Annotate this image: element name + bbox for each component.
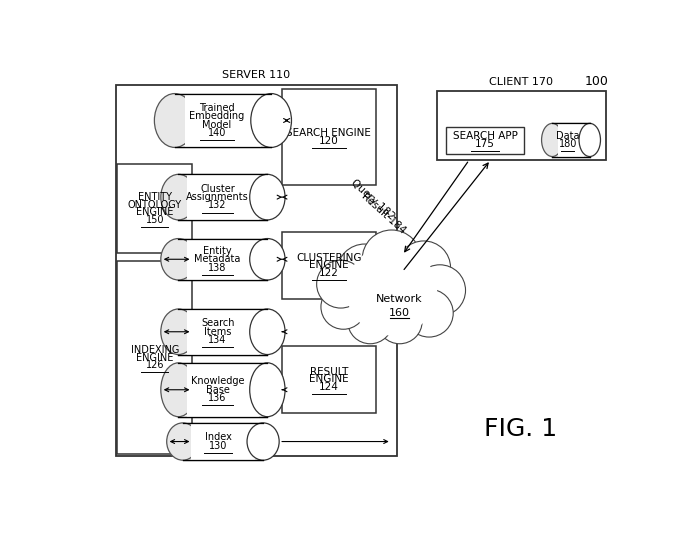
Ellipse shape xyxy=(316,260,365,308)
FancyBboxPatch shape xyxy=(116,85,397,456)
FancyBboxPatch shape xyxy=(552,123,589,157)
FancyBboxPatch shape xyxy=(282,89,376,185)
FancyBboxPatch shape xyxy=(282,346,376,413)
Text: ENGINE: ENGINE xyxy=(136,352,173,363)
Ellipse shape xyxy=(377,299,422,344)
Ellipse shape xyxy=(161,309,196,355)
Text: ENGINE: ENGINE xyxy=(136,207,173,217)
Ellipse shape xyxy=(414,265,466,316)
Text: Index: Index xyxy=(205,433,231,442)
Text: Result 184: Result 184 xyxy=(360,192,408,236)
FancyBboxPatch shape xyxy=(175,94,271,147)
Text: Trained: Trained xyxy=(199,103,235,113)
Text: 180: 180 xyxy=(558,139,577,149)
FancyBboxPatch shape xyxy=(191,423,255,460)
Text: CLUSTERING: CLUSTERING xyxy=(296,253,361,263)
FancyBboxPatch shape xyxy=(187,363,258,416)
Text: 140: 140 xyxy=(207,128,226,138)
Ellipse shape xyxy=(154,94,195,147)
FancyBboxPatch shape xyxy=(187,238,258,280)
Text: 122: 122 xyxy=(319,268,339,278)
Ellipse shape xyxy=(321,285,366,329)
Ellipse shape xyxy=(251,94,292,147)
Ellipse shape xyxy=(346,245,437,336)
Text: 124: 124 xyxy=(319,382,339,392)
FancyBboxPatch shape xyxy=(446,126,524,154)
Text: Cluster: Cluster xyxy=(200,184,235,194)
Ellipse shape xyxy=(348,299,392,344)
Text: ENGINE: ENGINE xyxy=(309,374,348,384)
Text: 150: 150 xyxy=(146,215,164,225)
FancyBboxPatch shape xyxy=(117,164,192,253)
Text: SEARCH ENGINE: SEARCH ENGINE xyxy=(286,129,371,138)
FancyBboxPatch shape xyxy=(178,363,267,416)
Text: 138: 138 xyxy=(209,263,227,273)
FancyBboxPatch shape xyxy=(178,238,267,280)
Ellipse shape xyxy=(249,363,285,416)
Text: 130: 130 xyxy=(209,441,227,451)
FancyBboxPatch shape xyxy=(178,174,267,220)
FancyBboxPatch shape xyxy=(178,309,267,355)
Text: 100: 100 xyxy=(585,75,609,88)
Text: Base: Base xyxy=(206,385,229,395)
Ellipse shape xyxy=(337,244,392,299)
Text: Query 182: Query 182 xyxy=(349,177,397,221)
Text: FIG. 1: FIG. 1 xyxy=(484,417,557,441)
Text: Entity: Entity xyxy=(203,246,232,256)
Ellipse shape xyxy=(249,238,285,280)
Ellipse shape xyxy=(161,363,196,416)
FancyBboxPatch shape xyxy=(558,123,585,157)
Ellipse shape xyxy=(249,309,285,355)
Text: 134: 134 xyxy=(209,335,227,345)
Ellipse shape xyxy=(161,174,196,220)
Ellipse shape xyxy=(542,123,563,157)
Text: ENTITY: ENTITY xyxy=(138,192,172,202)
Ellipse shape xyxy=(161,238,196,280)
Text: Model: Model xyxy=(202,119,231,130)
FancyBboxPatch shape xyxy=(437,91,606,160)
Text: Metadata: Metadata xyxy=(194,254,241,264)
Text: Knowledge: Knowledge xyxy=(191,377,245,386)
Ellipse shape xyxy=(397,241,451,294)
FancyBboxPatch shape xyxy=(182,423,263,460)
Text: ONTOLOGY: ONTOLOGY xyxy=(128,200,182,210)
Text: SEARCH APP: SEARCH APP xyxy=(453,131,518,141)
Text: Embedding: Embedding xyxy=(189,111,245,122)
Text: 136: 136 xyxy=(209,393,227,403)
Text: Data: Data xyxy=(556,131,580,141)
Text: 132: 132 xyxy=(209,201,227,210)
Text: 126: 126 xyxy=(146,360,164,370)
Text: CLIENT 170: CLIENT 170 xyxy=(489,76,553,87)
Ellipse shape xyxy=(249,174,285,220)
FancyBboxPatch shape xyxy=(187,174,258,220)
Text: 120: 120 xyxy=(319,136,339,146)
Text: Assignments: Assignments xyxy=(187,192,249,202)
Ellipse shape xyxy=(579,123,600,157)
FancyBboxPatch shape xyxy=(185,94,261,147)
Text: Network: Network xyxy=(377,294,423,303)
FancyBboxPatch shape xyxy=(282,232,376,299)
Ellipse shape xyxy=(405,289,453,337)
Text: ENGINE: ENGINE xyxy=(309,260,348,271)
FancyBboxPatch shape xyxy=(117,261,192,454)
FancyBboxPatch shape xyxy=(187,309,258,355)
Text: Items: Items xyxy=(204,327,231,337)
Text: INDEXING: INDEXING xyxy=(131,345,179,355)
Text: 160: 160 xyxy=(389,308,410,318)
Ellipse shape xyxy=(167,423,199,460)
Text: 175: 175 xyxy=(475,139,495,149)
Text: RESULT: RESULT xyxy=(310,367,348,377)
Ellipse shape xyxy=(362,230,421,288)
Ellipse shape xyxy=(247,423,279,460)
Text: Search: Search xyxy=(201,318,234,329)
Text: SERVER 110: SERVER 110 xyxy=(223,70,290,80)
